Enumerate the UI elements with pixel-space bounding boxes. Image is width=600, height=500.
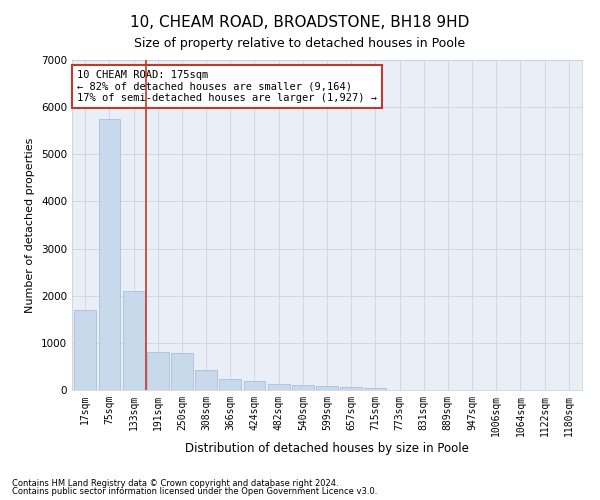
Bar: [244, 381, 265, 390]
Bar: [195, 370, 217, 390]
Bar: [340, 387, 362, 390]
Text: Contains public sector information licensed under the Open Government Licence v3: Contains public sector information licen…: [12, 487, 377, 496]
Bar: [292, 384, 314, 390]
Bar: [220, 378, 241, 390]
Bar: [123, 291, 145, 390]
Bar: [268, 384, 290, 390]
Text: 10, CHEAM ROAD, BROADSTONE, BH18 9HD: 10, CHEAM ROAD, BROADSTONE, BH18 9HD: [130, 15, 470, 30]
Bar: [364, 388, 386, 390]
Bar: [147, 352, 169, 390]
Bar: [171, 353, 193, 390]
Bar: [98, 119, 121, 390]
Bar: [74, 310, 96, 390]
Y-axis label: Number of detached properties: Number of detached properties: [25, 138, 35, 312]
Text: Size of property relative to detached houses in Poole: Size of property relative to detached ho…: [134, 38, 466, 51]
Bar: [316, 386, 338, 390]
Text: 10 CHEAM ROAD: 175sqm
← 82% of detached houses are smaller (9,164)
17% of semi-d: 10 CHEAM ROAD: 175sqm ← 82% of detached …: [77, 70, 377, 103]
Text: Contains HM Land Registry data © Crown copyright and database right 2024.: Contains HM Land Registry data © Crown c…: [12, 478, 338, 488]
X-axis label: Distribution of detached houses by size in Poole: Distribution of detached houses by size …: [185, 442, 469, 454]
